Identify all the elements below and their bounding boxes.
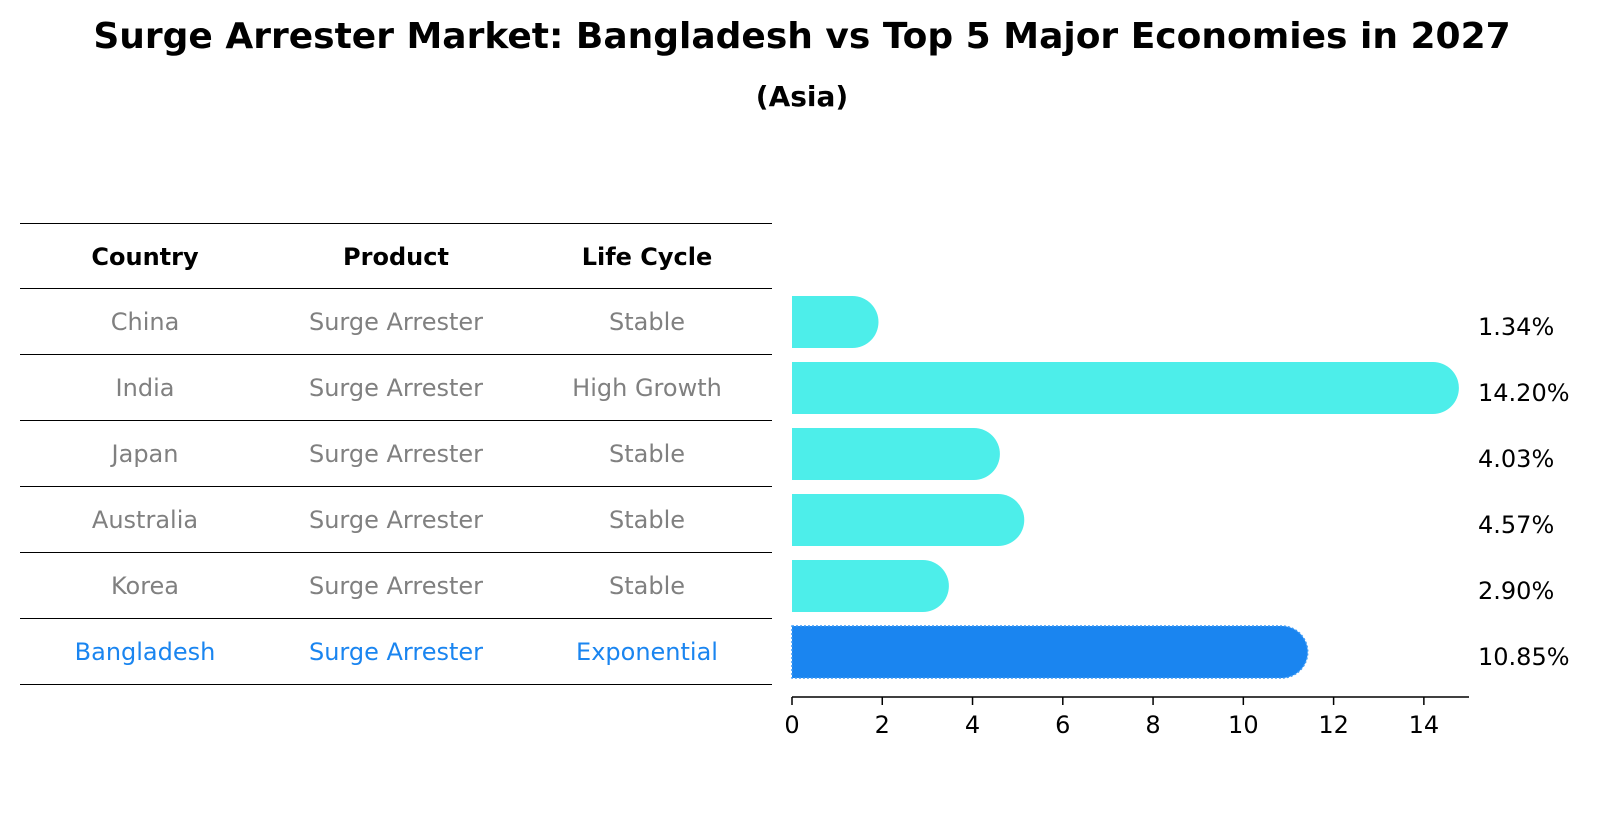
- value-label: 2.90%: [1478, 577, 1554, 605]
- cell-product: Surge Arrester: [308, 308, 484, 336]
- x-tick-label: 10: [1228, 711, 1259, 739]
- value-label: 4.03%: [1478, 445, 1554, 473]
- value-label: 4.57%: [1478, 511, 1554, 539]
- cell-product: Surge Arrester: [308, 506, 484, 534]
- cell-country: China: [110, 308, 180, 336]
- cell-life-cycle: Stable: [608, 572, 686, 600]
- header-life-cycle: Life Cycle: [581, 243, 713, 271]
- header-product: Product: [343, 243, 449, 271]
- table-header-row: Country Product Life Cycle: [20, 223, 772, 289]
- cell-product: Surge Arrester: [308, 374, 484, 402]
- cell-country: Bangladesh: [74, 638, 216, 666]
- bar-korea: [792, 560, 949, 612]
- bar-india: [792, 362, 1459, 414]
- table-row: China Surge Arrester Stable: [20, 289, 772, 355]
- cell-country: India: [115, 374, 175, 402]
- header-country: Country: [91, 243, 199, 271]
- bar-australia: [792, 494, 1025, 546]
- table-row: Korea Surge Arrester Stable: [20, 553, 772, 619]
- cell-country: Australia: [91, 506, 199, 534]
- table-row: India Surge Arrester High Growth: [20, 355, 772, 421]
- x-tick-label: 0: [784, 711, 799, 739]
- cell-product: Surge Arrester: [308, 572, 484, 600]
- x-tick-label: 12: [1318, 711, 1349, 739]
- cell-life-cycle: Stable: [608, 440, 686, 468]
- cell-country: Japan: [111, 440, 179, 468]
- table-row: Japan Surge Arrester Stable: [20, 421, 772, 487]
- value-label: 1.34%: [1478, 313, 1554, 341]
- cell-product: Surge Arrester: [308, 440, 484, 468]
- cell-life-cycle: Exponential: [576, 638, 718, 666]
- x-tick-label: 2: [875, 711, 890, 739]
- cell-country: Korea: [110, 572, 180, 600]
- bar-japan: [792, 428, 1000, 480]
- cell-product: Surge Arrester: [308, 638, 484, 666]
- data-table: Country Product Life Cycle China Surge A…: [20, 223, 772, 685]
- value-label: 10.85%: [1478, 643, 1570, 671]
- table-row: Australia Surge Arrester Stable: [20, 487, 772, 553]
- x-tick-label: 6: [1055, 711, 1070, 739]
- bar-china: [792, 296, 879, 348]
- chart-subtitle: (Asia): [755, 80, 849, 113]
- x-tick-label: 14: [1409, 711, 1440, 739]
- chart-title: Surge Arrester Market: Bangladesh vs Top…: [93, 16, 1511, 57]
- x-tick-label: 4: [965, 711, 980, 739]
- bar-bangladesh: [791, 625, 1309, 679]
- table-row: Bangladesh Surge Arrester Exponential: [20, 619, 772, 685]
- cell-life-cycle: Stable: [608, 308, 686, 336]
- value-label: 14.20%: [1478, 379, 1570, 407]
- cell-life-cycle: Stable: [608, 506, 686, 534]
- cell-life-cycle: High Growth: [572, 374, 722, 402]
- x-tick-label: 8: [1145, 711, 1160, 739]
